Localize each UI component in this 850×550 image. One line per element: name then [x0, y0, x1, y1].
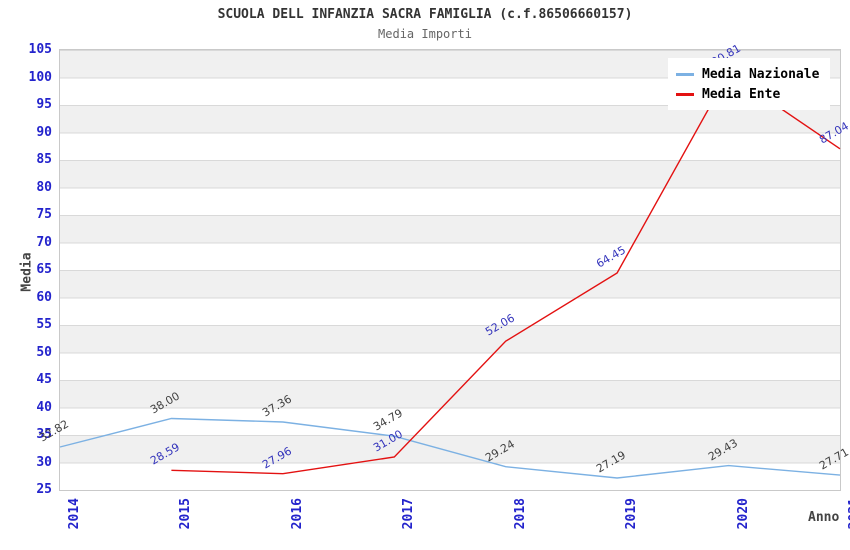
x-axis-title: Anno [808, 510, 840, 525]
y-tick-label: 30 [36, 454, 52, 470]
media-nazionale-line [59, 417, 841, 479]
legend-item-media-nazionale: Media Nazionale [676, 64, 822, 84]
media-ente-swatch-icon [676, 92, 694, 96]
y-tick-label: 50 [36, 344, 52, 360]
y-tick-label: 85 [36, 152, 52, 167]
y-tick-label: 90 [36, 124, 52, 140]
y-tick-label: 60 [36, 289, 52, 305]
y-tick-label: 75 [36, 207, 52, 222]
legend: Media Nazionale Media Ente [668, 58, 830, 110]
y-tick-label: 70 [36, 234, 52, 250]
legend-label: Media Ente [702, 86, 781, 102]
media-nazionale-swatch-icon [676, 72, 694, 76]
legend-item-media-ente: Media Ente [676, 84, 822, 104]
page-subtitle: Media Importi [378, 27, 472, 41]
y-tick-label: 40 [36, 399, 52, 415]
y-tick-label: 80 [36, 179, 52, 195]
page-title: SCUOLA DELL INFANZIA SACRA FAMIGLIA (c.f… [217, 7, 633, 22]
y-tick-label: 55 [36, 317, 52, 332]
y-tick-label: 35 [36, 427, 52, 442]
y-tick-label: 45 [36, 372, 52, 387]
y-tick-label: 105 [28, 42, 52, 57]
y-tick-label: 95 [36, 97, 52, 112]
y-tick-label: 100 [28, 69, 52, 85]
y-tick-label: 65 [36, 262, 52, 277]
y-tick-label: 25 [36, 482, 52, 497]
plot-area [59, 49, 841, 491]
legend-label: Media Nazionale [702, 66, 820, 82]
